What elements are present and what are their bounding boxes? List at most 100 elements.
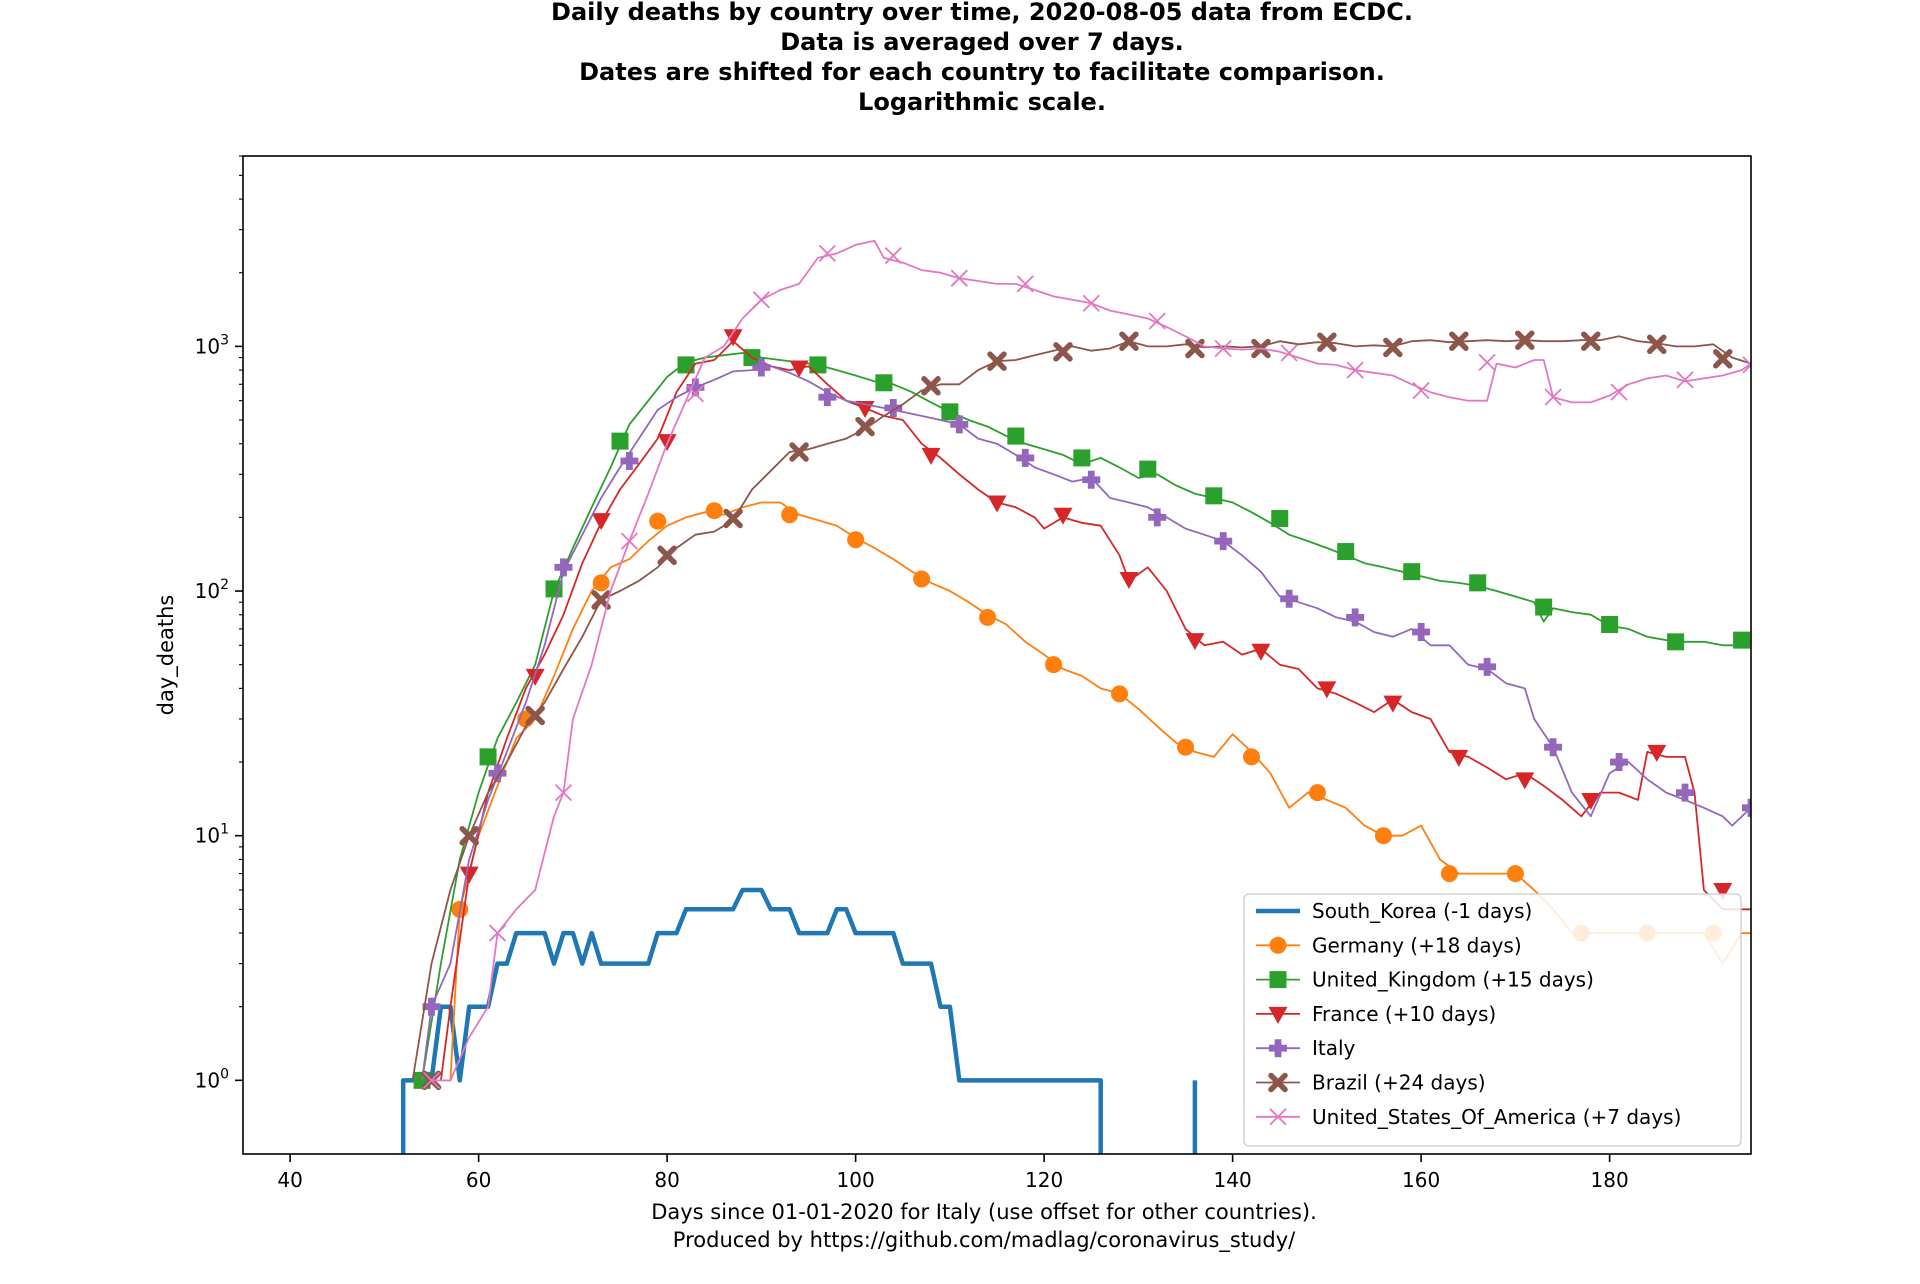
data-point-united-kingdom — [809, 356, 827, 374]
data-point-united-kingdom — [1139, 460, 1157, 478]
data-point-united-states-of-america — [554, 783, 573, 802]
data-point-france — [789, 360, 809, 378]
series-united-states-of-america — [422, 239, 1751, 1089]
series-france — [440, 329, 1751, 1081]
data-point-france — [1647, 744, 1667, 762]
data-point-brazil — [1581, 331, 1601, 351]
data-point-italy — [1016, 448, 1035, 467]
series-south-korea — [400, 887, 1198, 1154]
data-point-brazil — [1053, 342, 1073, 362]
legend-item-brazil: Brazil (+24 days) — [1256, 1071, 1486, 1095]
data-point-italy — [422, 997, 441, 1016]
x-tick-label: 160 — [1402, 1168, 1440, 1192]
series-line-south-korea — [400, 887, 1103, 1154]
data-point-united-kingdom — [941, 403, 959, 421]
data-point-italy — [1082, 470, 1101, 489]
legend-marker — [1269, 936, 1287, 954]
x-tick-label: 60 — [466, 1168, 491, 1192]
data-point-germany — [1111, 685, 1129, 703]
legend-marker — [1269, 1039, 1287, 1058]
legend-item-south-korea: South_Korea (-1 days) — [1256, 899, 1532, 923]
series-line-germany — [440, 501, 1751, 1082]
data-point-germany — [1045, 656, 1063, 674]
y-tick-label: 101 — [195, 822, 229, 848]
legend-marker — [1268, 1072, 1288, 1093]
data-point-italy — [884, 398, 903, 417]
legend-label: United_Kingdom (+15 days) — [1312, 968, 1594, 992]
data-point-italy — [1610, 753, 1629, 772]
data-point-united-states-of-america — [422, 1071, 441, 1089]
x-tick-label: 100 — [837, 1168, 875, 1192]
data-point-france — [723, 329, 743, 347]
data-point-brazil — [1712, 349, 1733, 369]
legend-label: South_Korea (-1 days) — [1312, 899, 1532, 923]
data-point-germany — [705, 502, 723, 520]
data-point-italy — [1280, 589, 1299, 608]
data-point-united-states-of-america — [1148, 312, 1166, 330]
x-tick-label: 40 — [277, 1168, 302, 1192]
data-point-united-kingdom — [677, 356, 695, 374]
y-axis-ticks: 100 101 102 103 — [195, 155, 243, 1092]
legend-label: France (+10 days) — [1312, 1002, 1496, 1026]
chart-title: Daily deaths by country over time, 2020-… — [551, 0, 1413, 116]
x-tick-label: 80 — [654, 1168, 679, 1192]
data-point-united-states-of-america — [1082, 294, 1100, 312]
data-point-united-kingdom — [1733, 631, 1751, 649]
data-point-germany — [592, 574, 610, 592]
y-axis-label: day_deaths — [154, 595, 179, 716]
x-tick-label: 140 — [1214, 1168, 1252, 1192]
data-point-united-kingdom — [1337, 543, 1355, 561]
data-point-germany — [1506, 865, 1524, 883]
data-point-france — [591, 513, 611, 531]
data-point-italy — [686, 378, 705, 397]
data-point-united-states-of-america — [1280, 344, 1298, 362]
legend-marker — [1268, 1006, 1288, 1024]
data-point-france — [1581, 792, 1601, 810]
data-point-france — [1317, 681, 1337, 699]
series-italy — [421, 358, 1751, 1081]
data-point-germany — [1440, 865, 1458, 883]
data-point-united-states-of-america — [620, 532, 639, 550]
data-point-brazil — [1647, 334, 1667, 355]
data-point-germany — [913, 570, 931, 588]
data-point-brazil — [1119, 331, 1139, 351]
data-point-united-states-of-america — [1676, 371, 1694, 389]
legend-marker — [1269, 1108, 1287, 1126]
data-point-united-states-of-america — [1346, 361, 1364, 379]
legend-marker — [1269, 971, 1287, 989]
x-tick-label: 120 — [1025, 1168, 1063, 1192]
plot-area-frame — [242, 155, 1752, 1155]
data-point-united-states-of-america — [1742, 356, 1751, 374]
data-point-germany — [1177, 738, 1194, 756]
data-point-italy — [1742, 798, 1751, 817]
data-point-united-kingdom — [1007, 427, 1025, 445]
x-axis-label-line-1: Days since 01-01-2020 for Italy (use off… — [651, 1200, 1317, 1224]
data-point-france — [525, 668, 545, 686]
data-point-germany — [781, 506, 799, 524]
data-point-italy — [1478, 657, 1497, 676]
data-point-germany — [1374, 827, 1392, 845]
data-point-italy — [620, 452, 639, 471]
data-point-germany — [1308, 784, 1326, 802]
data-point-united-states-of-america — [950, 269, 968, 287]
data-point-italy — [1148, 508, 1167, 527]
data-point-united-states-of-america — [686, 385, 705, 403]
data-point-united-kingdom — [611, 432, 629, 450]
title-line-4: Logarithmic scale. — [858, 88, 1106, 116]
data-point-italy — [1412, 623, 1431, 642]
data-point-brazil — [1449, 331, 1469, 351]
legend-item-united-kingdom: United_Kingdom (+15 days) — [1256, 968, 1594, 992]
data-point-united-states-of-america — [1016, 275, 1034, 293]
data-point-italy — [818, 388, 837, 407]
legend: South_Korea (-1 days) Germany (+18 days) U… — [1243, 893, 1742, 1147]
title-line-1: Daily deaths by country over time, 2020-… — [551, 0, 1413, 26]
data-point-united-states-of-america — [1544, 388, 1562, 406]
data-point-united-kingdom — [479, 748, 497, 766]
data-point-brazil — [591, 590, 611, 610]
data-point-united-states-of-america — [1610, 383, 1628, 401]
data-point-italy — [1544, 738, 1563, 757]
y-tick-label: 100 — [195, 1066, 229, 1092]
data-point-united-kingdom — [1667, 633, 1685, 651]
